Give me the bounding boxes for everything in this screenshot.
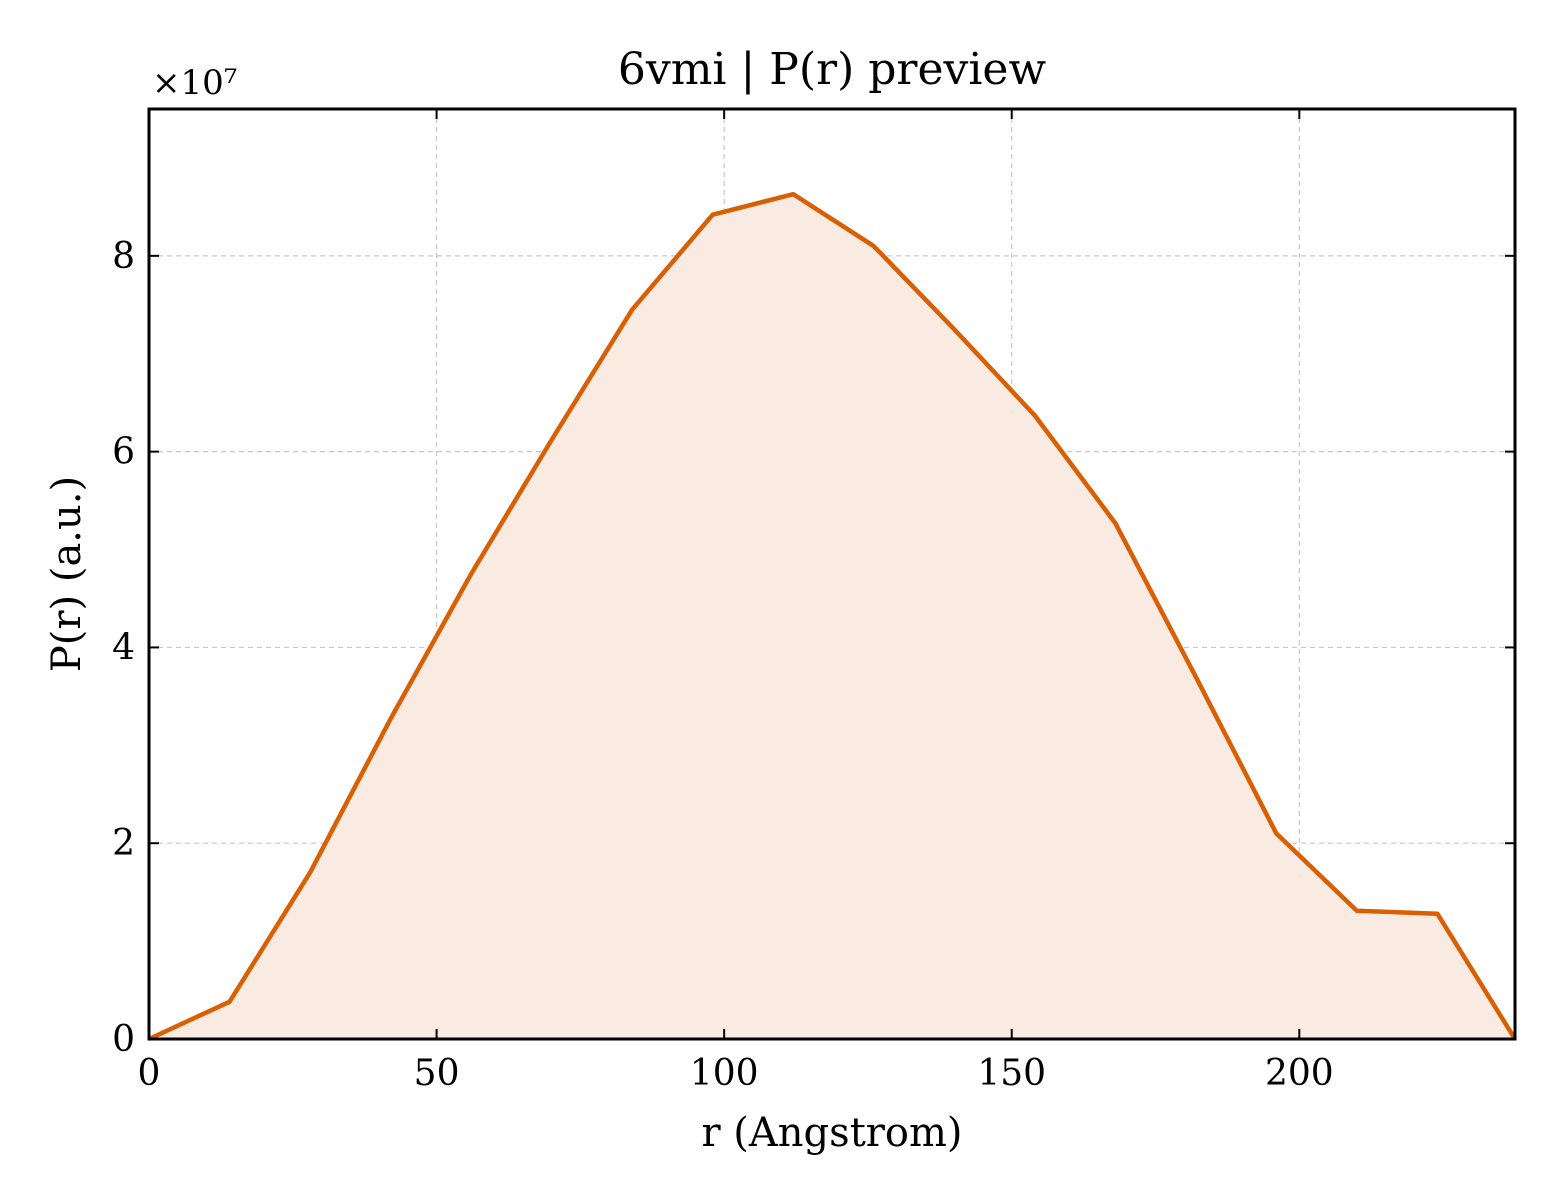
y-tick-label: 0 [112, 1019, 135, 1060]
ticks: 0 50 100 150 200 0 2 4 6 8 [112, 109, 1515, 1094]
x-tick-label: 50 [414, 1053, 460, 1094]
x-tick-label: 200 [1265, 1053, 1334, 1094]
y-tick-label: 8 [112, 236, 135, 277]
x-tick-label: 150 [977, 1053, 1046, 1094]
x-tick-label: 0 [138, 1053, 161, 1094]
area-fill [149, 194, 1515, 1040]
x-axis-label: r (Angstrom) [701, 1110, 962, 1156]
y-axis-label: P(r) (a.u.) [44, 476, 90, 672]
y-offset-label: ×10⁷ [152, 63, 237, 103]
x-tick-label: 100 [690, 1053, 759, 1094]
y-tick-label: 4 [112, 627, 135, 668]
y-tick-label: 2 [112, 823, 135, 864]
series-line [148, 191, 1517, 1042]
chart-title: 6vmi | P(r) preview [618, 44, 1047, 95]
y-tick-label: 6 [112, 432, 135, 473]
plot-frame [147, 107, 1517, 1041]
